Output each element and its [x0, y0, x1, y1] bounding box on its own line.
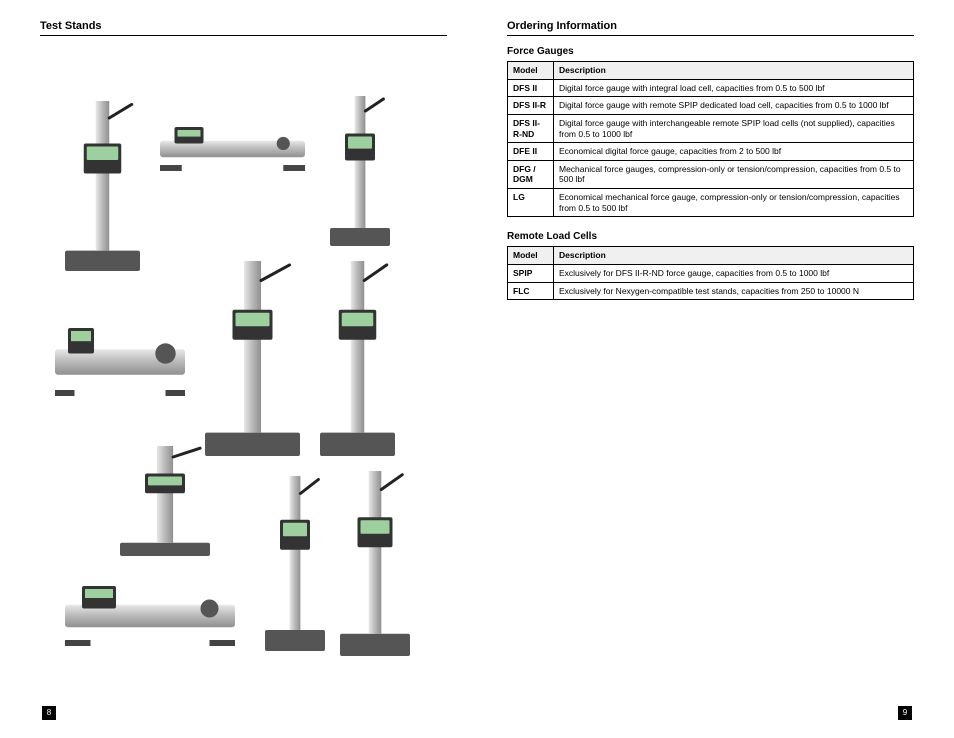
desc-cell: Economical digital force gauge, capaciti… [554, 143, 914, 161]
model-cell: LG [508, 189, 554, 217]
table-row: ModelDescription [508, 62, 914, 80]
model-cell: DFS II-R [508, 97, 554, 115]
left-rule [40, 35, 447, 36]
desc-cell: Description [554, 62, 914, 80]
desc-cell: Exclusively for Nexygen-compatible test … [554, 282, 914, 300]
desc-cell: Mechanical force gauges, compression-onl… [554, 160, 914, 188]
product-stand-b [160, 116, 305, 171]
right-column: Ordering Information Force Gauges ModelD… [507, 20, 914, 708]
table-force-gauges: ModelDescriptionDFS IIDigital force gaug… [507, 61, 914, 217]
product-stand-a [65, 101, 140, 271]
product-stand-d [55, 311, 185, 396]
model-cell: DFS II [508, 79, 554, 97]
model-cell: DFE II [508, 143, 554, 161]
model-cell: Model [508, 62, 554, 80]
product-stand-i [265, 476, 325, 651]
desc-cell: Exclusively for DFS II-R-ND force gauge,… [554, 264, 914, 282]
product-stand-f [320, 261, 395, 456]
desc-cell: Digital force gauge with integral load c… [554, 79, 914, 97]
model-cell: Model [508, 247, 554, 265]
subhead-force-gauges: Force Gauges [507, 46, 914, 57]
product-image-grid [40, 46, 447, 646]
product-stand-j [340, 471, 410, 656]
table-row: LGEconomical mechanical force gauge, com… [508, 189, 914, 217]
desc-cell: Digital force gauge with remote SPIP ded… [554, 97, 914, 115]
model-cell: FLC [508, 282, 554, 300]
table-row: SPIPExclusively for DFS II-R-ND force ga… [508, 264, 914, 282]
table-row: DFS II-R-NDDigital force gauge with inte… [508, 114, 914, 142]
model-cell: SPIP [508, 264, 554, 282]
desc-cell: Description [554, 247, 914, 265]
table-row: FLCExclusively for Nexygen-compatible te… [508, 282, 914, 300]
left-column: Test Stands [40, 20, 447, 708]
right-title: Ordering Information [507, 20, 914, 32]
product-stand-e [205, 261, 300, 456]
desc-cell: Economical mechanical force gauge, compr… [554, 189, 914, 217]
model-cell: DFS II-R-ND [508, 114, 554, 142]
model-cell: DFG / DGM [508, 160, 554, 188]
table-row: DFE IIEconomical digital force gauge, ca… [508, 143, 914, 161]
table-row: DFS II-RDigital force gauge with remote … [508, 97, 914, 115]
product-stand-c [330, 96, 390, 246]
page-number-right: 9 [898, 706, 912, 720]
page-number-left: 8 [42, 706, 56, 720]
product-stand-h [65, 571, 235, 646]
table-row: ModelDescription [508, 247, 914, 265]
left-title: Test Stands [40, 20, 447, 32]
subhead-load-cells: Remote Load Cells [507, 231, 914, 242]
right-rule [507, 35, 914, 36]
table-load-cells: ModelDescriptionSPIPExclusively for DFS … [507, 246, 914, 300]
table-row: DFS IIDigital force gauge with integral … [508, 79, 914, 97]
desc-cell: Digital force gauge with interchangeable… [554, 114, 914, 142]
table-row: DFG / DGMMechanical force gauges, compre… [508, 160, 914, 188]
product-stand-g [120, 446, 210, 556]
